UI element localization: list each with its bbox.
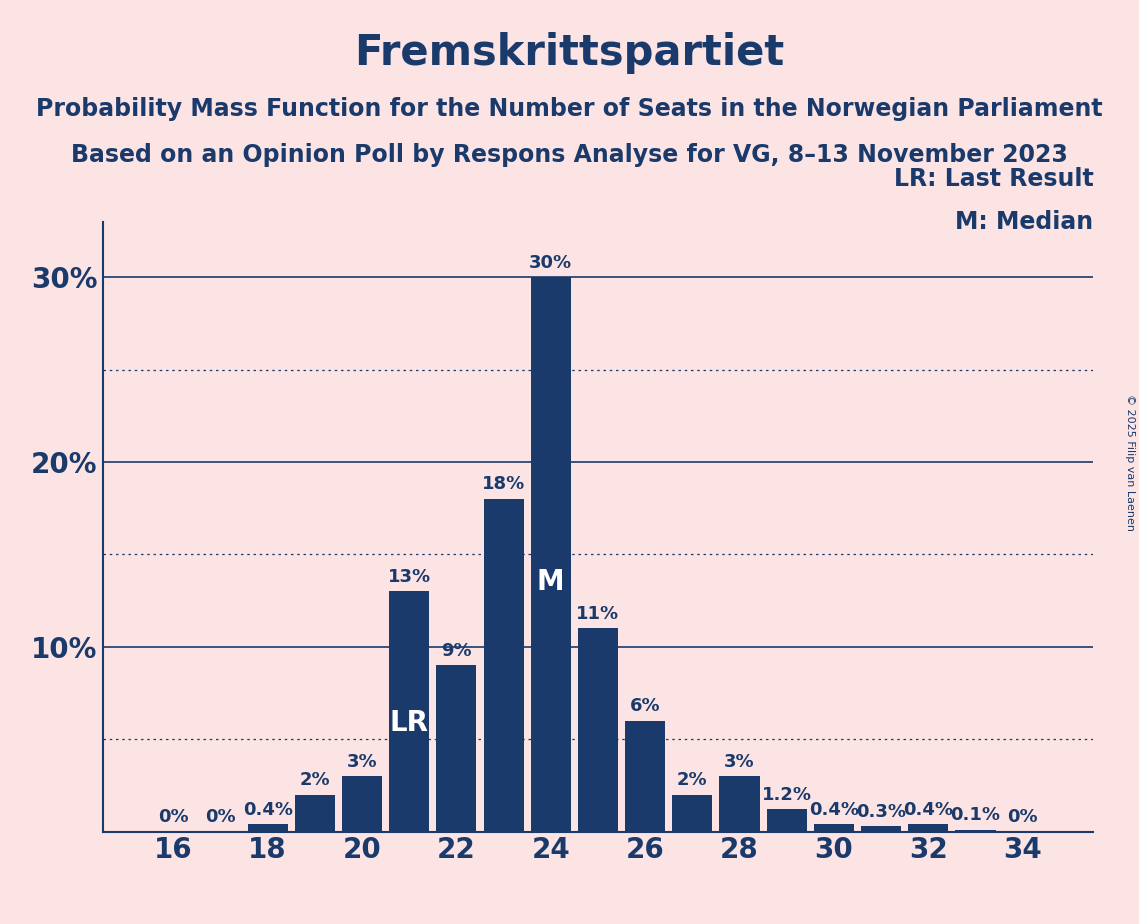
Bar	[484, 499, 524, 832]
Bar	[531, 277, 571, 832]
Text: Fremskrittspartiet: Fremskrittspartiet	[354, 32, 785, 74]
Text: 0.4%: 0.4%	[809, 801, 859, 819]
Bar	[390, 591, 429, 832]
Text: 2%: 2%	[677, 772, 707, 789]
Text: © 2025 Filip van Laenen: © 2025 Filip van Laenen	[1125, 394, 1134, 530]
Text: 9%: 9%	[441, 642, 472, 660]
Text: 0%: 0%	[205, 808, 236, 826]
Text: LR: LR	[390, 710, 428, 737]
Bar	[861, 826, 901, 832]
Bar	[436, 665, 476, 832]
Text: 0%: 0%	[158, 808, 189, 826]
Text: 30%: 30%	[530, 254, 573, 272]
Bar	[672, 795, 712, 832]
Text: Probability Mass Function for the Number of Seats in the Norwegian Parliament: Probability Mass Function for the Number…	[36, 97, 1103, 121]
Text: Based on an Opinion Poll by Respons Analyse for VG, 8–13 November 2023: Based on an Opinion Poll by Respons Anal…	[71, 143, 1068, 167]
Text: 11%: 11%	[576, 605, 620, 623]
Text: 6%: 6%	[630, 698, 661, 715]
Bar	[577, 628, 618, 832]
Bar	[956, 830, 995, 832]
Text: 13%: 13%	[387, 568, 431, 586]
Bar	[295, 795, 335, 832]
Text: 0.4%: 0.4%	[903, 801, 953, 819]
Text: 0%: 0%	[1007, 808, 1038, 826]
Bar	[720, 776, 760, 832]
Text: 3%: 3%	[346, 753, 377, 771]
Bar	[767, 809, 806, 832]
Text: 3%: 3%	[724, 753, 755, 771]
Text: 0.3%: 0.3%	[857, 803, 907, 821]
Text: 18%: 18%	[482, 476, 525, 493]
Text: M: Median: M: Median	[956, 210, 1093, 234]
Bar	[247, 824, 288, 832]
Text: M: M	[536, 568, 565, 596]
Bar	[814, 824, 854, 832]
Bar	[625, 721, 665, 832]
Text: 2%: 2%	[300, 772, 330, 789]
Bar	[908, 824, 949, 832]
Bar	[342, 776, 382, 832]
Text: LR: Last Result: LR: Last Result	[894, 167, 1093, 191]
Text: 0.4%: 0.4%	[243, 801, 293, 819]
Text: 0.1%: 0.1%	[950, 807, 1000, 824]
Text: 1.2%: 1.2%	[762, 786, 812, 804]
